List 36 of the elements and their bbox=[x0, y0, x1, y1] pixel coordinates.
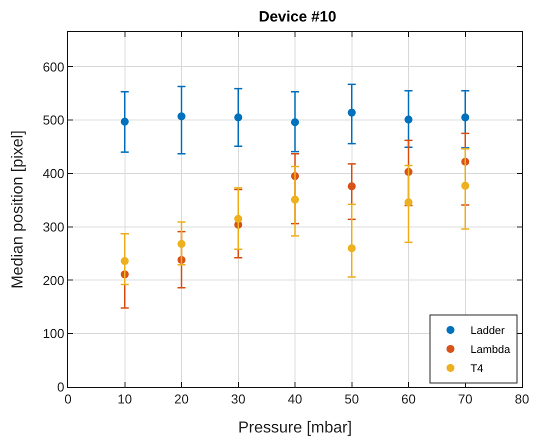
point bbox=[348, 244, 356, 252]
point bbox=[404, 116, 412, 124]
point bbox=[234, 113, 242, 122]
legend-label: Ladder bbox=[470, 325, 506, 338]
legend-label: Lambda bbox=[470, 344, 512, 356]
point bbox=[348, 108, 356, 117]
point bbox=[234, 214, 242, 223]
x-axis-title: Pressure [mbar] bbox=[238, 419, 352, 436]
y-tick-label: 200 bbox=[42, 272, 64, 288]
point bbox=[120, 257, 129, 266]
point bbox=[178, 240, 186, 248]
y-axis-title: Median position [pixel] bbox=[10, 130, 27, 289]
point bbox=[348, 182, 356, 190]
y-tick-label: 0 bbox=[57, 380, 64, 395]
point bbox=[120, 118, 129, 126]
point bbox=[291, 196, 299, 204]
x-tick-label: 40 bbox=[288, 392, 302, 407]
x-tick-label: 30 bbox=[231, 392, 246, 407]
chart-title: Device #10 bbox=[258, 8, 336, 26]
y-tick-label: 100 bbox=[42, 326, 64, 342]
legend-label: T4 bbox=[470, 363, 484, 376]
point bbox=[291, 118, 299, 126]
y-tick-label: 600 bbox=[42, 59, 64, 74]
y-tick-label: 300 bbox=[42, 219, 64, 234]
x-tick-label: 70 bbox=[458, 392, 472, 407]
x-tick-label: 60 bbox=[401, 392, 416, 407]
x-tick-label: 80 bbox=[514, 392, 530, 407]
x-tick-label: 20 bbox=[174, 392, 189, 407]
point bbox=[178, 112, 186, 120]
point bbox=[404, 198, 412, 206]
y-tick-label: 400 bbox=[42, 166, 64, 182]
point bbox=[461, 113, 470, 122]
x-tick-label: 10 bbox=[118, 392, 132, 407]
y-tick-label: 500 bbox=[42, 112, 64, 128]
x-tick-label: 50 bbox=[344, 392, 359, 407]
point bbox=[461, 182, 470, 190]
